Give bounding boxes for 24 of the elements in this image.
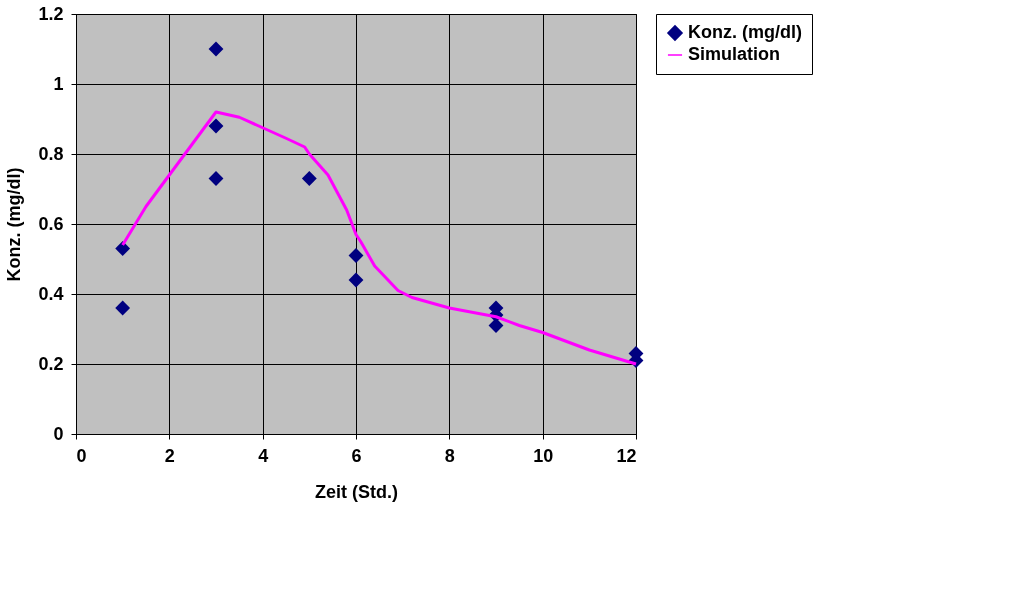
point	[115, 241, 131, 256]
x-tick-label: 6	[351, 445, 362, 466]
y-tick-label: 0.8	[38, 143, 64, 164]
point	[208, 118, 224, 134]
y-tick-label: 0	[53, 423, 64, 444]
point	[301, 171, 317, 186]
legend-label: Simulation	[688, 44, 781, 64]
point	[208, 41, 224, 57]
y-tick-label: 1	[53, 73, 64, 94]
legend-label: Konz. (mg/dl)	[688, 22, 802, 42]
point	[115, 300, 131, 316]
x-tick-label: 10	[533, 445, 554, 466]
point	[348, 272, 364, 288]
x-tick-label: 4	[258, 445, 269, 466]
x-tick-label: 2	[164, 445, 175, 466]
y-tick-label: 0.6	[38, 213, 64, 234]
x-tick-label: 8	[444, 445, 455, 466]
x-tick-label: 12	[616, 445, 637, 466]
x-tick-label: 0	[76, 445, 87, 466]
x-axis-title: Zeit (Std.)	[315, 481, 398, 502]
y-axis-title: Konz. (mg/dl)	[4, 167, 25, 282]
y-tick-label: 0.4	[38, 283, 64, 304]
y-tick-label: 1.2	[38, 3, 64, 24]
y-tick-label: 0.2	[38, 353, 64, 374]
